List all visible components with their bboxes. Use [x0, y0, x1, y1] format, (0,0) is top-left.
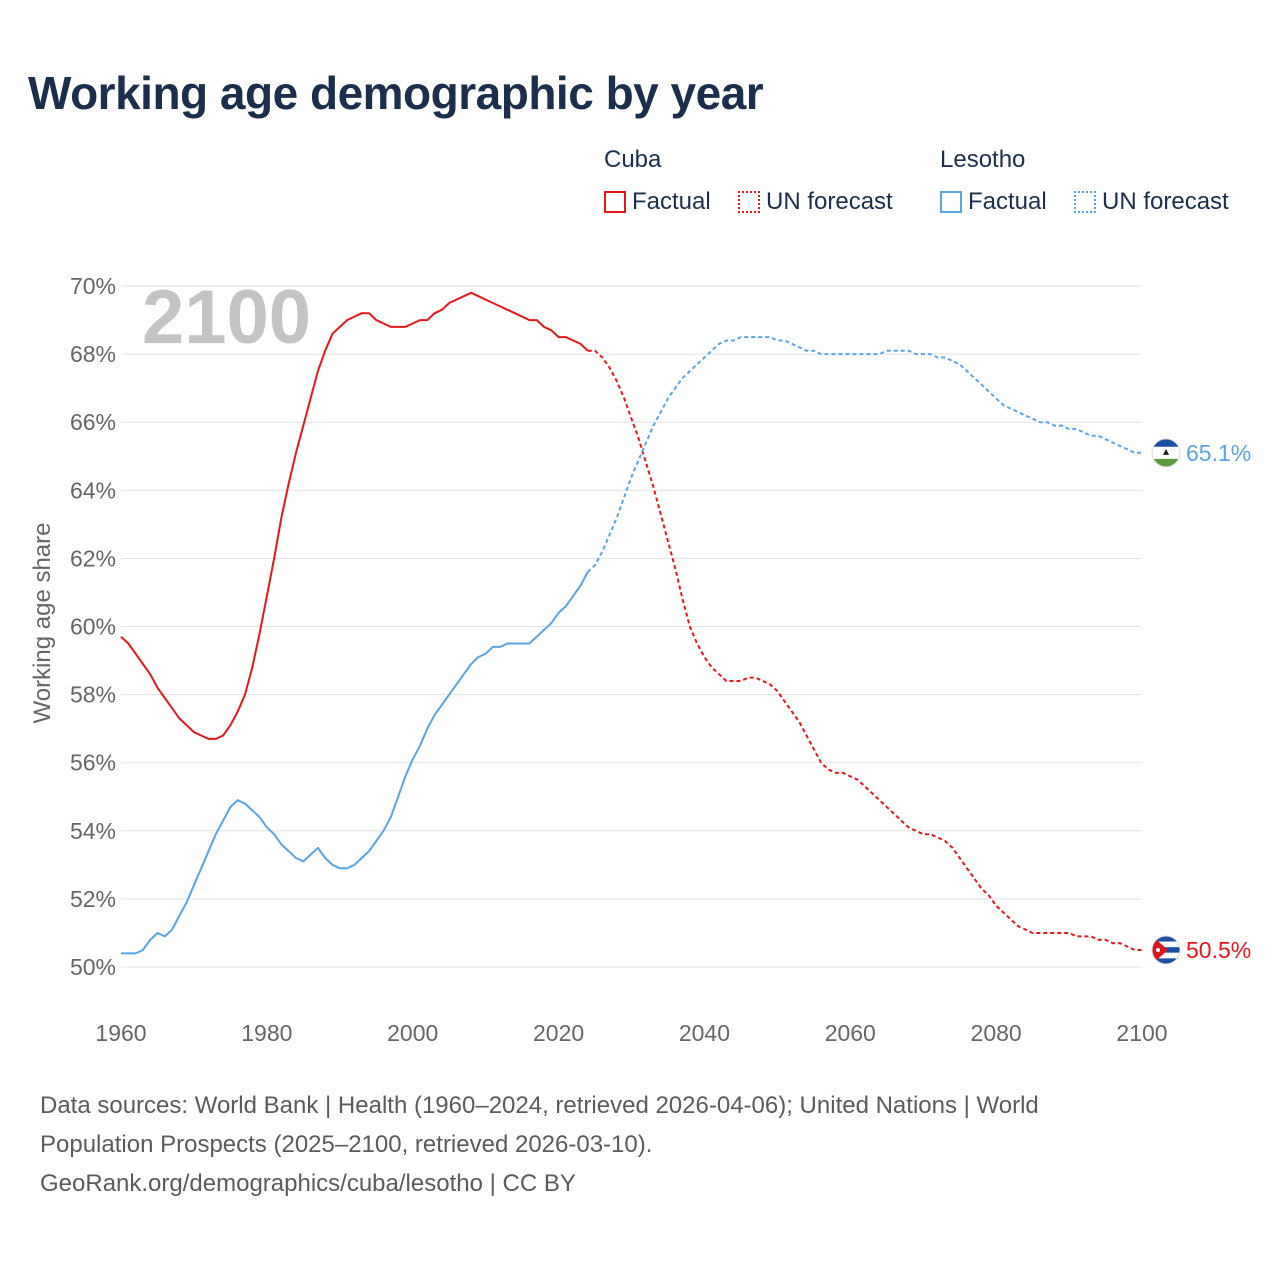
legend-label: UN forecast	[1102, 188, 1229, 215]
x-tick-label: 1980	[241, 1020, 292, 1046]
chart-title: Working age demographic by year	[28, 67, 764, 119]
legend-group-lesotho: Lesotho Factual UN forecast	[940, 146, 1260, 216]
legend-label: UN forecast	[766, 188, 893, 215]
legend-swatch-dotted	[1074, 191, 1096, 213]
y-axis-label: Working age share	[29, 523, 56, 724]
y-tick-label: 70%	[70, 273, 116, 299]
footer-sources-line2: Population Prospects (2025–2100, retriev…	[40, 1131, 653, 1158]
footer-sources-line1: Data sources: World Bank | Health (1960–…	[40, 1092, 1039, 1119]
y-tick-label: 58%	[70, 682, 116, 708]
series-line-cuba-factual	[120, 291, 589, 740]
y-tick-label: 56%	[70, 750, 116, 776]
y-tick-label: 52%	[70, 886, 116, 912]
legend-swatch-dotted	[738, 191, 760, 213]
cuba-flag-icon	[1151, 935, 1181, 965]
y-tick-label: 66%	[70, 409, 116, 435]
legend-item-cuba-forecast[interactable]: UN forecast	[738, 188, 893, 216]
series-line-lesotho-factual	[121, 571, 589, 955]
x-tick-label: 2080	[971, 1020, 1022, 1046]
footer: Data sources: World Bank | Health (1960–…	[40, 1086, 1220, 1203]
end-markers: 50.5% 65.1%	[1151, 438, 1251, 965]
y-tick-label: 62%	[70, 545, 116, 571]
y-tick-label: 64%	[70, 477, 116, 503]
x-tick-label: 2060	[825, 1020, 876, 1046]
x-tick-label: 2000	[387, 1020, 438, 1046]
y-tick-label: 54%	[70, 818, 116, 844]
x-tick-label: 2040	[679, 1020, 730, 1046]
legend-group-name: Cuba	[604, 146, 662, 173]
y-axis-ticks: 50% 52% 54% 56% 58% 60% 62% 64% 66% 68% 70%	[70, 273, 116, 980]
end-value-label-cuba: 50.5%	[1186, 937, 1251, 963]
legend-label: Factual	[968, 188, 1047, 215]
series-line-cuba-forecast	[587, 349, 1142, 951]
x-tick-label: 2020	[533, 1020, 584, 1046]
legend-group-name: Lesotho	[940, 146, 1026, 173]
legend-group-cuba: Cuba Factual UN forecast	[604, 146, 924, 216]
year-watermark: 2100	[142, 275, 311, 360]
legend-item-cuba-factual[interactable]: Factual	[604, 188, 711, 216]
legend-item-lesotho-forecast[interactable]: UN forecast	[1074, 188, 1229, 216]
line-chart: 50%52%54%56%58%60%62%64%66%68%70% 1960 19…	[29, 273, 1251, 1046]
legend-swatch-solid	[940, 191, 962, 213]
x-axis-ticks: 1960 1980 2000 2020 2040 2060 2080 2100	[95, 1020, 1167, 1046]
end-value-label-lesotho: 65.1%	[1186, 440, 1251, 466]
footer-credit-link[interactable]: GeoRank.org/demographics/cuba/lesotho | …	[40, 1170, 576, 1197]
y-tick-label: 60%	[70, 614, 116, 640]
x-tick-label: 2100	[1116, 1020, 1167, 1046]
y-tick-label: 50%	[70, 954, 116, 980]
legend-label: Factual	[632, 188, 711, 215]
series-lines	[120, 291, 1142, 955]
gridlines	[121, 285, 1142, 968]
legend-swatch-solid	[604, 191, 626, 213]
lesotho-flag-icon	[1151, 438, 1181, 468]
legend-item-lesotho-factual[interactable]: Factual	[940, 188, 1047, 216]
x-tick-label: 1960	[95, 1020, 146, 1046]
series-line-lesotho-forecast	[587, 336, 1142, 573]
y-tick-label: 68%	[70, 341, 116, 367]
